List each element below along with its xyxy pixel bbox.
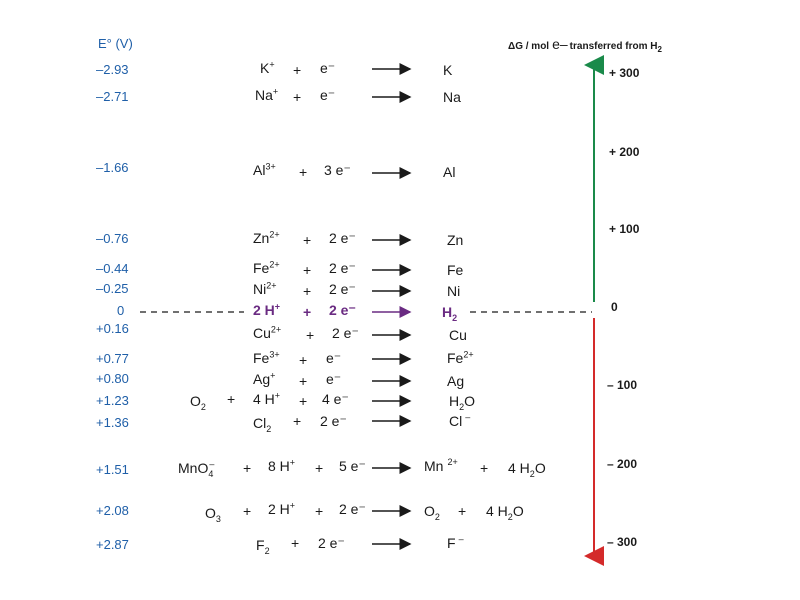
electrons: 5 e⁻ xyxy=(339,458,366,474)
oxidant-K-ion: K+ xyxy=(260,59,275,76)
electrons: 2 e⁻ xyxy=(329,230,356,246)
e0-value: +2.87 xyxy=(96,537,129,552)
electron: e⁻ xyxy=(320,60,336,76)
e0-value: +1.23 xyxy=(96,393,129,408)
e0-value: –2.93 xyxy=(96,62,129,77)
product-K: K xyxy=(443,62,453,78)
plus-sign: + xyxy=(293,413,302,429)
product-Na: Na xyxy=(443,89,461,105)
plus-sign: + xyxy=(303,283,312,299)
electrons: 2 e⁻ xyxy=(332,325,359,341)
plus-sign: + xyxy=(243,460,252,476)
delta-g-tick: – 100 xyxy=(607,378,638,392)
plus-sign: + xyxy=(299,373,308,389)
delta-g-sub: 2 xyxy=(657,45,662,54)
plus-sign: + xyxy=(303,262,312,278)
oxidant-Fe3-ion: Fe3+ xyxy=(253,349,280,366)
hydrogen-ions: 8 H+ xyxy=(268,457,296,474)
delta-g-suffix: transferred from H xyxy=(569,41,658,52)
oxidant-H-ion: 2 H+ xyxy=(253,301,281,318)
oxidant-F2: F2 xyxy=(256,537,270,556)
product-O2: O2 xyxy=(424,503,440,522)
e0-value: +1.51 xyxy=(96,462,129,477)
product-Al: Al xyxy=(443,164,456,180)
product-Cu: Cu xyxy=(449,327,467,343)
oxidant-Cu-ion: Cu2+ xyxy=(253,324,282,341)
electrons: 2 e⁻ xyxy=(329,281,356,297)
hydrogen-ions: 2 H+ xyxy=(268,500,296,517)
e0-value: +0.16 xyxy=(96,321,129,336)
oxidant-O3: O3 xyxy=(205,505,221,524)
e0-value: +0.77 xyxy=(96,351,129,366)
electrons: 2 e⁻ xyxy=(339,501,366,517)
electron: e⁻ xyxy=(326,350,342,366)
oxidant-Ag-ion: Ag+ xyxy=(253,370,276,387)
e0-value: 0 xyxy=(117,303,125,318)
product-Mn-ion: Mn 2+ xyxy=(424,457,458,474)
electron: e⁻ xyxy=(320,87,336,103)
plus-sign: + xyxy=(315,503,324,519)
electrons: 2 e⁻ xyxy=(329,260,356,276)
e0-value: +2.08 xyxy=(96,503,129,518)
product-Cl-ion: Cl – xyxy=(449,412,471,429)
oxidant-Zn-ion: Zn2+ xyxy=(253,229,280,246)
e0-value: –0.25 xyxy=(96,281,129,296)
e0-column-header: E° (V) xyxy=(98,36,133,51)
plus-sign: + xyxy=(458,503,467,519)
electrons: 3 e⁻ xyxy=(324,162,351,178)
plus-sign: + xyxy=(299,164,308,180)
product-water: 4 H2O xyxy=(486,503,524,522)
product-Ag: Ag xyxy=(447,373,465,389)
plus-sign: + xyxy=(315,460,324,476)
product-Fe2-ion: Fe2+ xyxy=(447,349,474,366)
product-Zn: Zn xyxy=(447,232,464,248)
electrons: 4 e⁻ xyxy=(322,391,349,407)
e0-value: –2.71 xyxy=(96,89,129,104)
oxidant-O2: O2 xyxy=(190,393,206,412)
oxidant-Fe-ion: Fe2+ xyxy=(253,259,280,276)
hydrogen-ions: 4 H+ xyxy=(253,390,281,407)
electrons: 2 e⁻ xyxy=(318,535,345,551)
delta-g-tick: + 300 xyxy=(609,66,640,80)
delta-g-tick: + 100 xyxy=(609,222,640,236)
plus-sign: + xyxy=(291,535,300,551)
plus-sign: + xyxy=(303,304,312,320)
product-H2: H2 xyxy=(442,304,458,323)
plus-sign: + xyxy=(299,393,308,409)
oxidant-Cl2: Cl2 xyxy=(253,415,272,434)
oxidant-MnO4-ion: MnO4– xyxy=(178,459,215,479)
plus-sign: + xyxy=(293,62,302,78)
electrons: 2 e⁻ xyxy=(329,302,356,318)
product-F-ion: F – xyxy=(447,534,464,551)
e0-value: +0.80 xyxy=(96,371,129,386)
oxidant-Ni-ion: Ni2+ xyxy=(253,280,277,297)
product-water: 4 H2O xyxy=(508,460,546,479)
electrons: 2 e⁻ xyxy=(320,413,347,429)
e0-value: –0.44 xyxy=(96,261,129,276)
e0-value: –0.76 xyxy=(96,231,129,246)
plus-sign: + xyxy=(303,232,312,248)
plus-sign: + xyxy=(299,352,308,368)
oxidant-Al-ion: Al3+ xyxy=(253,161,276,178)
electron: e⁻ xyxy=(326,371,342,387)
product-Ni: Ni xyxy=(447,283,461,299)
plus-sign: + xyxy=(243,503,252,519)
delta-g-column-header: ΔG / mol e– transferred from H2 xyxy=(508,36,662,54)
delta-g-tick: + 200 xyxy=(609,145,640,159)
plus-sign: + xyxy=(227,391,236,407)
e0-value: –1.66 xyxy=(96,160,129,175)
delta-g-tick: – 300 xyxy=(607,535,638,549)
delta-g-tick: – 200 xyxy=(607,457,638,471)
plus-sign: + xyxy=(480,460,489,476)
plus-sign: + xyxy=(293,89,302,105)
e0-value: +1.36 xyxy=(96,415,129,430)
plus-sign: + xyxy=(306,327,315,343)
oxidant-Na-ion: Na+ xyxy=(255,86,279,103)
delta-g-tick: 0 xyxy=(611,300,618,314)
delta-g-electron: e– xyxy=(552,36,568,52)
delta-g-prefix: ΔG / mol xyxy=(508,41,550,52)
product-Fe: Fe xyxy=(447,262,464,278)
product-H2O: H2O xyxy=(449,393,476,412)
